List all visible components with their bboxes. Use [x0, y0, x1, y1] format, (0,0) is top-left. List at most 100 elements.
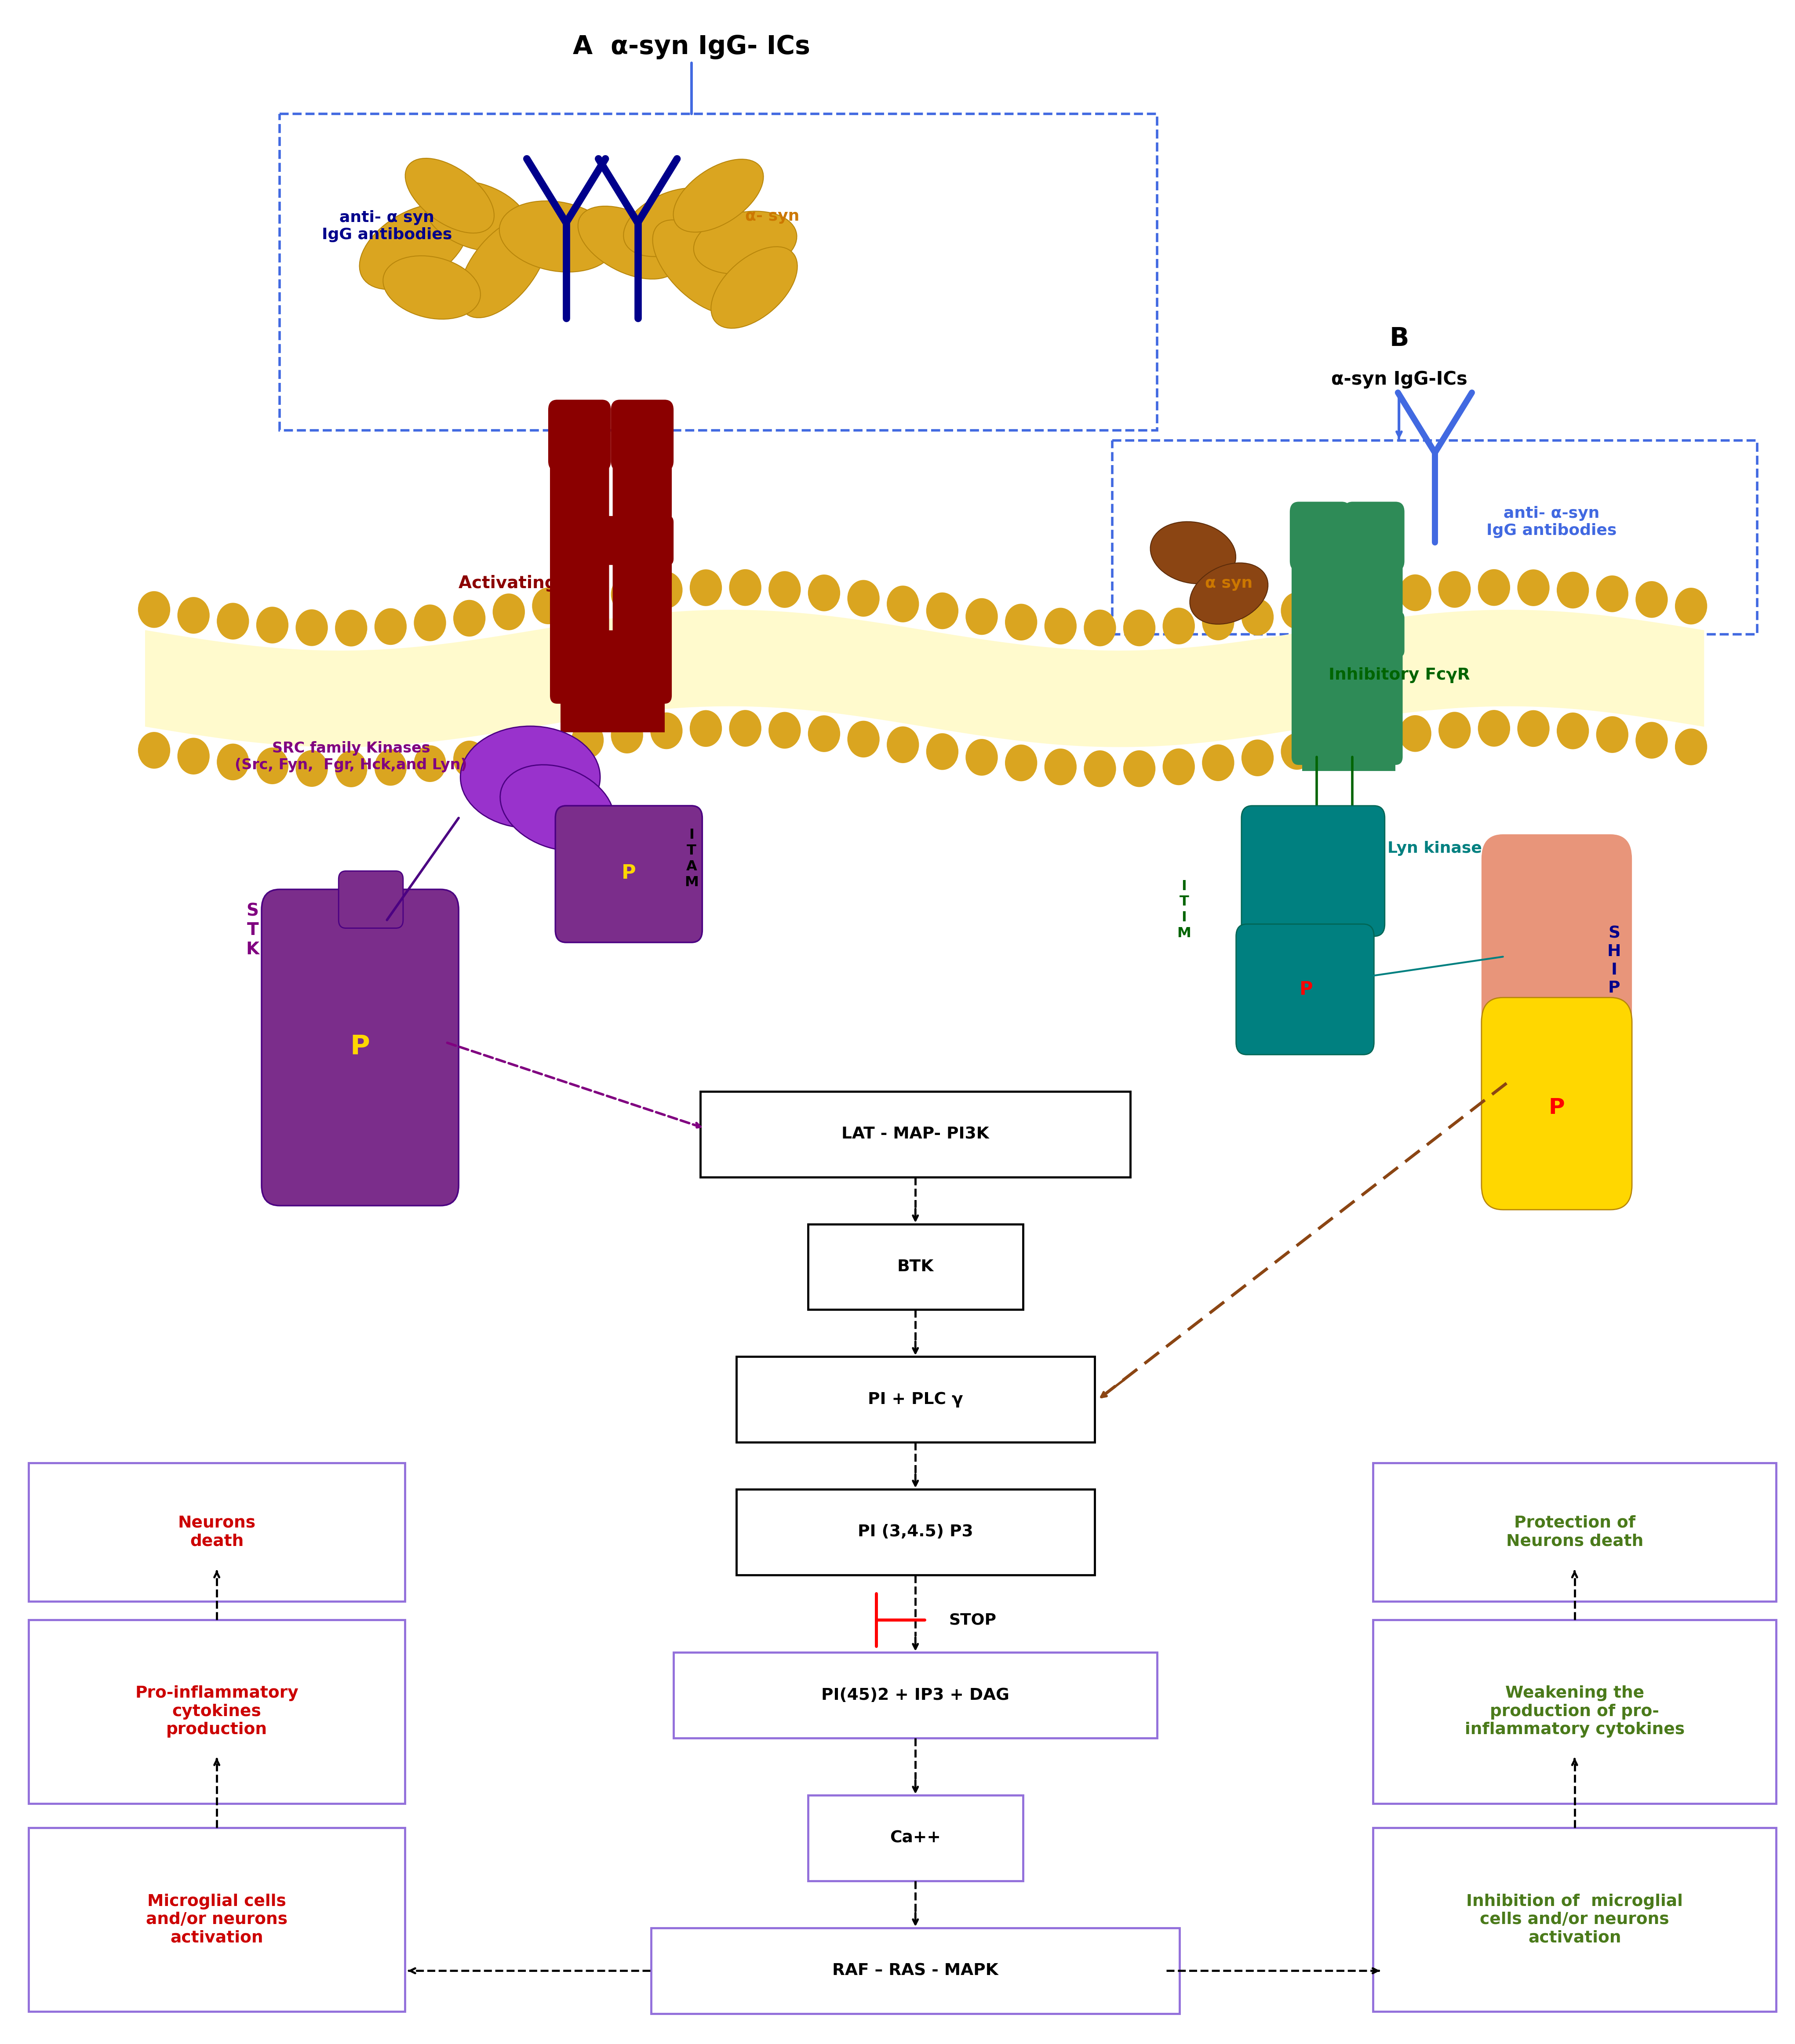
Text: Weakening the
production of pro-
inflammatory cytokines: Weakening the production of pro- inflamm…: [1465, 1686, 1684, 1737]
Text: Neurons
death: Neurons death: [178, 1515, 255, 1549]
Circle shape: [1635, 722, 1668, 758]
Ellipse shape: [359, 204, 468, 290]
FancyBboxPatch shape: [29, 1827, 406, 2011]
Circle shape: [650, 713, 682, 750]
Text: P: P: [621, 865, 635, 883]
FancyBboxPatch shape: [560, 630, 664, 732]
Circle shape: [1045, 748, 1077, 785]
Text: α-syn IgG-ICs: α-syn IgG-ICs: [1330, 370, 1467, 388]
Ellipse shape: [406, 157, 494, 233]
FancyBboxPatch shape: [549, 444, 609, 703]
Text: P: P: [1549, 1098, 1565, 1118]
Circle shape: [729, 568, 761, 605]
Circle shape: [296, 609, 328, 646]
Circle shape: [1675, 728, 1707, 764]
Circle shape: [1005, 603, 1038, 640]
Circle shape: [1203, 603, 1235, 640]
FancyBboxPatch shape: [700, 1091, 1131, 1177]
Text: Pro-inflammatory
cytokines
production: Pro-inflammatory cytokines production: [135, 1686, 298, 1737]
Circle shape: [1556, 713, 1589, 750]
Circle shape: [650, 572, 682, 609]
Circle shape: [1359, 580, 1391, 617]
Ellipse shape: [623, 188, 723, 258]
Circle shape: [1596, 576, 1628, 611]
Circle shape: [1321, 585, 1352, 621]
Circle shape: [808, 715, 840, 752]
FancyBboxPatch shape: [29, 1619, 406, 1803]
Text: anti- α-syn
IgG antibodies: anti- α-syn IgG antibodies: [1486, 507, 1617, 538]
Circle shape: [689, 709, 722, 746]
Circle shape: [1359, 722, 1391, 756]
Circle shape: [1398, 574, 1431, 611]
Text: P: P: [350, 1034, 370, 1059]
Ellipse shape: [460, 726, 600, 828]
FancyBboxPatch shape: [551, 515, 673, 564]
Circle shape: [768, 711, 801, 748]
Circle shape: [1203, 744, 1235, 781]
Circle shape: [1517, 709, 1549, 746]
FancyBboxPatch shape: [339, 871, 404, 928]
Ellipse shape: [499, 200, 616, 272]
Circle shape: [1124, 750, 1156, 787]
Circle shape: [415, 605, 447, 642]
Circle shape: [454, 599, 485, 636]
Circle shape: [217, 744, 250, 781]
Ellipse shape: [501, 764, 614, 850]
Circle shape: [1163, 748, 1195, 785]
Text: anti- α syn
IgG antibodies: anti- α syn IgG antibodies: [321, 211, 452, 243]
Text: PI (3,4.5) P3: PI (3,4.5) P3: [858, 1525, 973, 1539]
Circle shape: [217, 603, 250, 640]
FancyBboxPatch shape: [1242, 805, 1384, 936]
Circle shape: [375, 609, 407, 646]
Ellipse shape: [653, 221, 749, 315]
Circle shape: [729, 709, 761, 746]
Ellipse shape: [460, 217, 547, 317]
Circle shape: [296, 750, 328, 787]
Text: PI + PLC γ: PI + PLC γ: [867, 1392, 962, 1408]
Text: Protection of
Neurons death: Protection of Neurons death: [1506, 1515, 1642, 1549]
Circle shape: [336, 609, 368, 646]
Text: I
T
A
M: I T A M: [684, 828, 698, 889]
Circle shape: [571, 722, 603, 758]
Circle shape: [1045, 607, 1077, 644]
Text: S
T
K: S T K: [246, 903, 258, 959]
Text: P: P: [1300, 981, 1312, 1000]
Circle shape: [415, 746, 447, 783]
FancyBboxPatch shape: [808, 1795, 1023, 1880]
Text: B: B: [1389, 325, 1409, 352]
FancyBboxPatch shape: [1481, 834, 1632, 1077]
Circle shape: [1084, 609, 1116, 646]
Circle shape: [178, 597, 210, 634]
Ellipse shape: [1151, 521, 1235, 585]
FancyBboxPatch shape: [1291, 501, 1350, 570]
Circle shape: [1477, 568, 1510, 605]
Ellipse shape: [382, 256, 481, 319]
Text: Lyn kinase: Lyn kinase: [1388, 840, 1483, 856]
Circle shape: [966, 599, 998, 636]
FancyBboxPatch shape: [547, 401, 610, 470]
Circle shape: [926, 593, 959, 630]
Circle shape: [531, 728, 564, 764]
FancyBboxPatch shape: [1303, 726, 1395, 771]
Circle shape: [847, 722, 880, 758]
Circle shape: [1005, 744, 1038, 781]
FancyBboxPatch shape: [1481, 997, 1632, 1210]
Circle shape: [1242, 740, 1274, 777]
FancyBboxPatch shape: [1294, 611, 1404, 656]
Text: RAF – RAS - MAPK: RAF – RAS - MAPK: [833, 1962, 998, 1979]
Circle shape: [531, 587, 564, 623]
Circle shape: [1282, 734, 1314, 771]
Text: Microglial cells
and/or neurons
activation: Microglial cells and/or neurons activati…: [145, 1893, 287, 1946]
Circle shape: [926, 734, 959, 771]
Circle shape: [138, 591, 171, 628]
Circle shape: [336, 750, 368, 787]
FancyBboxPatch shape: [673, 1652, 1158, 1737]
FancyBboxPatch shape: [1344, 544, 1402, 764]
Circle shape: [571, 580, 603, 617]
Circle shape: [1398, 715, 1431, 752]
Text: SRC family Kinases
(Src, Fyn,  Fgr, Hck,and Lyn): SRC family Kinases (Src, Fyn, Fgr, Hck,a…: [235, 742, 467, 773]
Ellipse shape: [711, 247, 797, 329]
FancyBboxPatch shape: [612, 444, 671, 703]
FancyBboxPatch shape: [1237, 924, 1373, 1055]
Circle shape: [492, 593, 524, 630]
